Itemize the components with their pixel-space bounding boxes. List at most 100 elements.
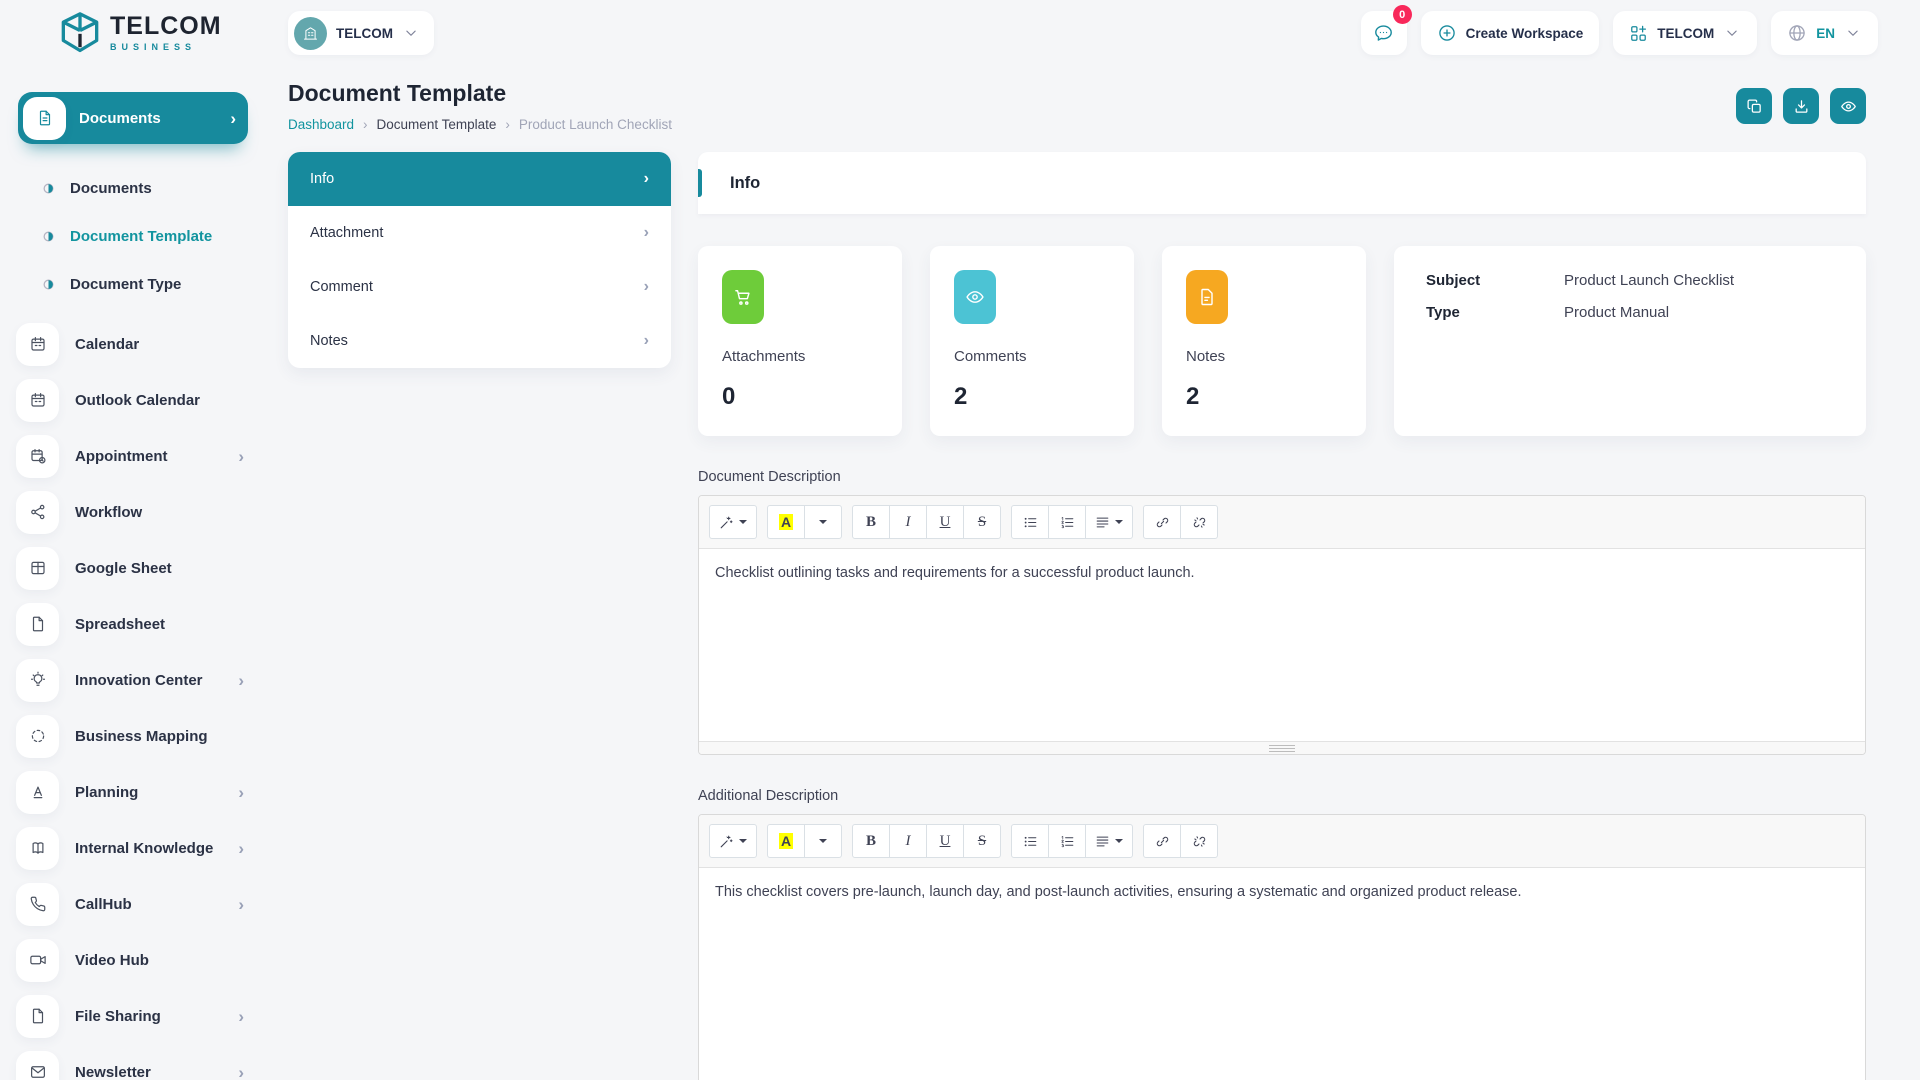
additional-description-label: Additional Description <box>698 788 839 804</box>
planning-icon <box>16 770 59 814</box>
sidebar-item-internal-knowledge[interactable]: Internal Knowledge › <box>16 820 262 876</box>
sidebar-item-google-sheet[interactable]: Google Sheet <box>16 540 262 596</box>
section-tabs: Info › Attachment › Comment › Notes › <box>288 152 671 368</box>
numbered-list-icon <box>1060 515 1075 530</box>
italic-button[interactable]: I <box>889 505 927 539</box>
sidebar-item-appointment[interactable]: Appointment › <box>16 428 262 484</box>
underline-button[interactable]: U <box>926 824 964 858</box>
sidebar-item-outlook-calendar[interactable]: Outlook Calendar <box>16 372 262 428</box>
link-button[interactable] <box>1143 824 1181 858</box>
download-button[interactable] <box>1783 88 1819 124</box>
editor-toolbar: A B I U S <box>699 496 1865 549</box>
unordered-list-button[interactable] <box>1011 505 1049 539</box>
style-button[interactable] <box>709 824 757 858</box>
underline-button[interactable]: U <box>926 505 964 539</box>
preview-button[interactable] <box>1830 88 1866 124</box>
paragraph-button[interactable] <box>1085 505 1133 539</box>
page-actions <box>1736 80 1866 124</box>
sidebar-item-label: Newsletter <box>75 1063 151 1080</box>
chat-button[interactable]: 0 <box>1360 5 1412 55</box>
italic-button[interactable]: I <box>889 824 927 858</box>
caret-down-icon <box>819 520 827 524</box>
sidebar-item-label: CallHub <box>75 895 132 913</box>
sidebar-item-label: Outlook Calendar <box>75 391 201 409</box>
sidebar-item-label: Workflow <box>75 503 143 521</box>
breadcrumb-separator: › <box>505 117 510 132</box>
chevron-right-icon: › <box>238 670 244 690</box>
font-color-button[interactable]: A <box>767 824 805 858</box>
sidebar-item-documents-parent[interactable]: Documents › <box>18 92 248 144</box>
chevron-down-icon <box>402 24 420 42</box>
tab-comment[interactable]: Comment › <box>288 260 671 314</box>
sidebar-item-document-template[interactable]: Document Template <box>16 212 262 260</box>
sidebar: TELCOM BUSINESS Documents › Documents Do… <box>0 0 262 1080</box>
unordered-list-button[interactable] <box>1011 824 1049 858</box>
sidebar-item-documents[interactable]: Documents <box>16 164 262 212</box>
stat-value: 0 <box>722 383 736 410</box>
book-icon <box>16 826 59 870</box>
bullet-icon <box>42 278 55 291</box>
sidebar-item-business-mapping[interactable]: Business Mapping <box>16 708 262 764</box>
brand-logo[interactable]: TELCOM BUSINESS <box>16 0 262 66</box>
font-color-dropdown[interactable] <box>804 824 842 858</box>
sidebar-item-innovation-center[interactable]: Innovation Center › <box>16 652 262 708</box>
sidebar-item-document-type[interactable]: Document Type <box>16 260 262 308</box>
link-button[interactable] <box>1143 505 1181 539</box>
additional-description-input[interactable]: This checklist covers pre-launch, launch… <box>715 884 1522 900</box>
sidebar-item-label: Video Hub <box>75 951 149 969</box>
page-header: Document Template Dashboard › Document T… <box>262 66 1920 132</box>
font-color-button[interactable]: A <box>767 505 805 539</box>
chevron-right-icon: › <box>230 108 236 128</box>
workspace-name: TELCOM <box>336 25 393 41</box>
stat-card-comments[interactable]: Comments 2 <box>930 246 1134 436</box>
bold-button[interactable]: B <box>852 505 890 539</box>
ordered-list-button[interactable] <box>1048 824 1086 858</box>
sidebar-item-label: Internal Knowledge <box>75 839 214 857</box>
subject-value: Product Launch Checklist <box>1564 272 1735 289</box>
calendar-clock-icon <box>16 434 59 478</box>
ordered-list-button[interactable] <box>1048 505 1086 539</box>
document-description-input[interactable]: Checklist outlining tasks and requiremen… <box>715 565 1195 581</box>
style-button[interactable] <box>709 505 757 539</box>
editor-resize-handle[interactable] <box>699 741 1865 754</box>
workspace-menu-label: TELCOM <box>1657 25 1715 41</box>
breadcrumb-dashboard[interactable]: Dashboard <box>288 117 355 132</box>
create-workspace-button[interactable]: Create Workspace <box>1420 11 1600 55</box>
strikethrough-button[interactable]: S <box>963 505 1001 539</box>
stat-value: 2 <box>954 383 968 410</box>
sidebar-item-video-hub[interactable]: Video Hub <box>16 932 262 988</box>
sidebar-item-label: Innovation Center <box>75 671 203 689</box>
sidebar-item-calendar[interactable]: Calendar <box>16 316 262 372</box>
sidebar-item-workflow[interactable]: Workflow <box>16 484 262 540</box>
strikethrough-button[interactable]: S <box>963 824 1001 858</box>
tab-info[interactable]: Info › <box>288 152 671 206</box>
tab-notes[interactable]: Notes › <box>288 314 671 368</box>
stat-card-notes[interactable]: Notes 2 <box>1162 246 1366 436</box>
breadcrumb-document-template[interactable]: Document Template <box>376 117 497 132</box>
tab-label: Notes <box>310 333 348 349</box>
sidebar-item-planning[interactable]: Planning › <box>16 764 262 820</box>
workspace-menu[interactable]: TELCOM <box>1613 11 1758 55</box>
unlink-button[interactable] <box>1180 505 1218 539</box>
sidebar-item-file-sharing[interactable]: File Sharing › <box>16 988 262 1044</box>
font-color-dropdown[interactable] <box>804 505 842 539</box>
color-a-glyph: A <box>778 832 794 850</box>
copy-icon <box>1746 98 1763 115</box>
tab-attachment[interactable]: Attachment › <box>288 206 671 260</box>
stat-card-attachments[interactable]: Attachments 0 <box>698 246 902 436</box>
sidebar-item-newsletter[interactable]: Newsletter › <box>16 1044 262 1080</box>
bold-button[interactable]: B <box>852 824 890 858</box>
sidebar-item-label: Calendar <box>75 335 140 353</box>
unlink-button[interactable] <box>1180 824 1218 858</box>
sidebar-item-callhub[interactable]: CallHub › <box>16 876 262 932</box>
document-icon <box>23 96 66 140</box>
language-selector[interactable]: EN <box>1771 11 1878 55</box>
workspace-selector[interactable]: TELCOM <box>288 11 434 55</box>
sidebar-nav: Calendar Outlook Calendar Appointment › … <box>16 316 262 1080</box>
chat-badge: 0 <box>1392 5 1412 24</box>
sidebar-item-spreadsheet[interactable]: Spreadsheet <box>16 596 262 652</box>
paragraph-button[interactable] <box>1085 824 1133 858</box>
link-icon <box>1155 515 1170 530</box>
chevron-right-icon: › <box>238 894 244 914</box>
copy-button[interactable] <box>1736 88 1772 124</box>
